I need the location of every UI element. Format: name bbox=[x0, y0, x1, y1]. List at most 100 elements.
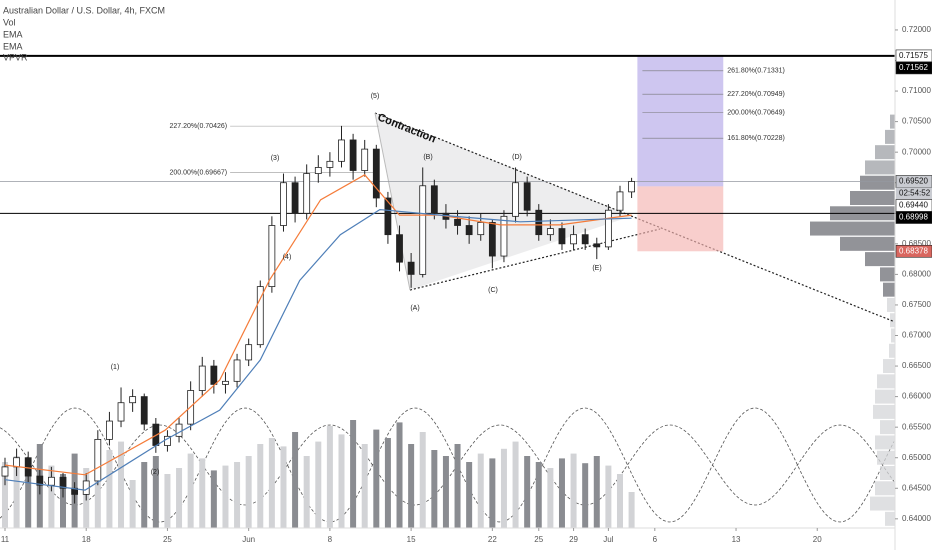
fib-label: 261.80%(0.71331) bbox=[727, 68, 785, 75]
candle-body bbox=[140, 396, 148, 425]
vpvr-bar bbox=[865, 160, 895, 175]
candle-body bbox=[175, 423, 183, 437]
wave-label: (4) bbox=[283, 254, 292, 261]
volume-bar bbox=[442, 456, 449, 528]
volume-bar bbox=[129, 480, 136, 528]
vpvr-bar bbox=[885, 511, 895, 526]
vpvr-layer bbox=[810, 114, 895, 526]
y-tick-label: 0.64000 bbox=[902, 514, 931, 523]
vpvr-bar bbox=[889, 343, 895, 358]
volume-bar bbox=[257, 444, 264, 528]
volume-bar bbox=[338, 434, 345, 528]
legend-item: Vol bbox=[3, 17, 16, 27]
candle-body bbox=[245, 344, 253, 361]
candle-body bbox=[314, 167, 322, 174]
countdown-box bbox=[896, 187, 932, 200]
candle-body bbox=[593, 243, 601, 248]
candle-body bbox=[233, 359, 241, 382]
candle-body bbox=[36, 475, 44, 486]
vpvr-bar bbox=[883, 282, 895, 297]
candle-body bbox=[546, 228, 554, 236]
vpvr-bar bbox=[840, 236, 895, 251]
vpvr-bar bbox=[883, 359, 895, 374]
volume-bar bbox=[13, 456, 20, 528]
vpvr-bar bbox=[890, 313, 895, 328]
candle-body bbox=[488, 222, 496, 257]
volume-bar bbox=[384, 438, 391, 528]
x-tick-label: 20 bbox=[813, 535, 822, 544]
y-tick-label: 0.67500 bbox=[902, 300, 931, 309]
vpvr-bar bbox=[877, 374, 895, 389]
volume-bar bbox=[210, 470, 217, 528]
volume-bar bbox=[280, 446, 287, 528]
x-tick-label: 6 bbox=[653, 535, 658, 544]
volume-bar bbox=[454, 444, 461, 528]
volume-bar bbox=[489, 458, 496, 528]
volume-bar bbox=[118, 441, 125, 528]
wave-label: (D) bbox=[512, 154, 522, 161]
vpvr-bar bbox=[810, 221, 895, 236]
volume-bar bbox=[1, 462, 8, 528]
x-tick-label: 22 bbox=[488, 535, 497, 544]
x-tick-label: 25 bbox=[534, 535, 543, 544]
candle-body bbox=[372, 148, 380, 199]
fib-label: 200.00%(0.70649) bbox=[727, 109, 785, 116]
y-tick-label: 0.65500 bbox=[902, 422, 931, 431]
legend-item: VPVR bbox=[3, 52, 28, 62]
vpvr-bar bbox=[850, 191, 895, 205]
volume-bar bbox=[570, 453, 577, 528]
wave-label: (3) bbox=[271, 155, 280, 162]
candle-body bbox=[616, 191, 624, 211]
vpvr-bar bbox=[875, 145, 895, 160]
volume-bar bbox=[616, 474, 623, 528]
volume-bar bbox=[535, 462, 542, 528]
price-label: 0.68378 bbox=[899, 246, 928, 255]
candle-body bbox=[210, 365, 218, 385]
y-tick-label: 0.64500 bbox=[902, 483, 931, 492]
volume-bar bbox=[558, 458, 565, 528]
volume-bar bbox=[141, 462, 148, 528]
wave-label: (1) bbox=[111, 364, 120, 371]
fib-label: 200.00%(0.69667) bbox=[169, 169, 227, 176]
price-label-box bbox=[895, 211, 932, 224]
vpvr-bar bbox=[875, 435, 895, 450]
x-tick-label: 13 bbox=[732, 535, 741, 544]
candle-body bbox=[268, 225, 276, 288]
x-tick-label: 29 bbox=[569, 535, 578, 544]
y-tick-label: 0.71000 bbox=[902, 86, 931, 95]
candle-body bbox=[198, 365, 206, 391]
candle-body bbox=[535, 209, 543, 236]
volume-bar bbox=[106, 450, 113, 528]
countdown: 02:54:52 bbox=[899, 189, 931, 198]
volume-bar bbox=[419, 432, 426, 528]
candle-body bbox=[558, 228, 566, 245]
x-tick-label: 11 bbox=[1, 535, 10, 544]
candle-body bbox=[407, 261, 415, 275]
candle-body bbox=[581, 234, 589, 245]
y-tick-label: 0.68000 bbox=[902, 269, 931, 278]
y-tick-label: 0.66000 bbox=[902, 392, 931, 401]
x-tick-label: 8 bbox=[328, 535, 333, 544]
volume-bar bbox=[199, 458, 206, 528]
candle-body bbox=[477, 222, 485, 236]
vpvr-bar bbox=[890, 114, 895, 129]
x-tick-label: Jun bbox=[242, 535, 255, 544]
triangle-edge bbox=[374, 112, 411, 291]
price-label: 0.69520 bbox=[899, 177, 928, 186]
candle-body bbox=[24, 457, 32, 477]
volume-bar bbox=[477, 453, 484, 528]
volume-bar bbox=[408, 444, 415, 528]
legend: Australian Dollar / U.S. Dollar, 4h, FXC… bbox=[3, 5, 165, 62]
volume-bar bbox=[315, 441, 322, 528]
legend-title: Australian Dollar / U.S. Dollar, 4h, FXC… bbox=[3, 5, 165, 15]
x-tick-label: 15 bbox=[407, 535, 416, 544]
volume-bar bbox=[152, 456, 159, 528]
price-label-box bbox=[895, 244, 932, 258]
vpvr-bar bbox=[870, 496, 895, 511]
volume-bar bbox=[48, 465, 55, 528]
candle-body bbox=[13, 457, 20, 468]
volume-bar bbox=[361, 444, 368, 528]
candle-body bbox=[349, 139, 357, 171]
